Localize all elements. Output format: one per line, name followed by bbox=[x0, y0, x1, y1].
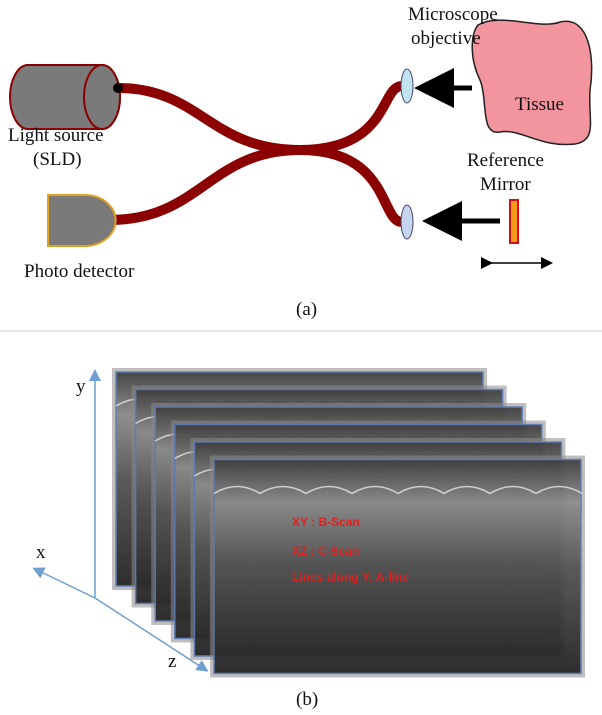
panel-b: XY : B-Scan XZ : C-Scan Lines along Y: A… bbox=[35, 368, 585, 710]
tissue bbox=[472, 20, 591, 144]
label: Light source bbox=[8, 125, 104, 146]
label: Tissue bbox=[515, 94, 564, 115]
axis-label: z bbox=[168, 651, 176, 672]
label: Mirror bbox=[480, 174, 531, 195]
axis-label: y bbox=[76, 376, 86, 397]
scan-label: XY : B-Scan bbox=[292, 515, 360, 529]
light-source-end bbox=[84, 65, 120, 129]
caption: (b) bbox=[296, 689, 318, 710]
reference-mirror bbox=[510, 200, 518, 243]
caption: (a) bbox=[296, 299, 317, 320]
axis-label: x bbox=[36, 542, 46, 563]
label: Microscope bbox=[408, 4, 498, 25]
photo-detector bbox=[48, 195, 116, 246]
figure: Microscope objective Tissue Light source… bbox=[0, 0, 602, 715]
page: {"panel_a": { "light_source": ["Light so… bbox=[0, 0, 602, 715]
fiber-tip bbox=[113, 83, 123, 93]
label: objective bbox=[411, 28, 481, 49]
body: Microscope objective Tissue Light source… bbox=[0, 0, 602, 715]
fiber bbox=[118, 86, 402, 150]
label: Reference bbox=[467, 150, 544, 171]
label: (SLD) bbox=[33, 149, 82, 170]
scan-label: Lines along Y: A-line bbox=[292, 570, 409, 584]
scan-label: XZ : C-Scan bbox=[292, 544, 359, 558]
fiber bbox=[110, 150, 402, 222]
objective-lens bbox=[401, 69, 413, 103]
scan-frame bbox=[214, 460, 581, 674]
axis bbox=[35, 569, 95, 598]
reference-lens bbox=[401, 205, 413, 239]
label: Photo detector bbox=[24, 261, 135, 282]
panel-a: Microscope objective Tissue Light source… bbox=[8, 4, 592, 320]
